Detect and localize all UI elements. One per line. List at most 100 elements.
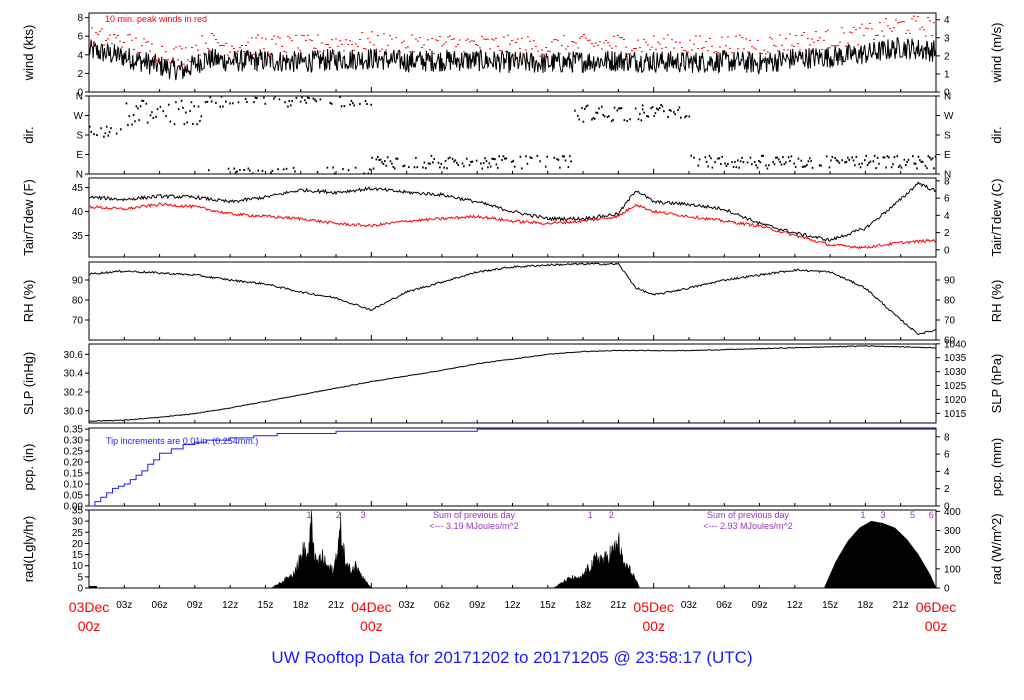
temp-line-1 <box>88 202 937 250</box>
x-day-time-label: 00z <box>925 618 948 634</box>
dir-point <box>704 156 707 159</box>
dir-point <box>513 165 516 168</box>
dir-point <box>720 163 722 166</box>
dir-point <box>913 162 916 165</box>
dir-point <box>427 162 430 165</box>
dir-point <box>641 104 644 107</box>
dir-point <box>710 157 712 160</box>
dir-point <box>465 157 468 160</box>
dir-point <box>437 161 440 164</box>
dir-point <box>110 127 112 130</box>
dir-point <box>448 156 451 159</box>
wind-ylabel-right: wind (m/s) <box>989 23 1004 84</box>
rad-note-1-line1: Sum of previous day <box>433 510 516 520</box>
dir-point <box>491 157 493 160</box>
dir-point <box>332 166 334 169</box>
rh-ylabel-right: RH (%) <box>989 280 1004 323</box>
dir-point <box>668 109 671 112</box>
dir-point <box>553 156 556 159</box>
wind-line-0 <box>88 37 937 81</box>
dir-point <box>897 165 900 168</box>
dir-point <box>851 156 853 159</box>
wind-ylabel: wind (kts) <box>21 25 36 82</box>
dir-point <box>352 102 354 105</box>
dir-point <box>837 160 839 163</box>
dir-point <box>546 155 548 158</box>
dir-point <box>907 158 910 161</box>
rad-note-1-line2: <--- 3.19 MJoules/m^2 <box>429 521 519 531</box>
dir-ytick-right-label: S <box>944 131 951 142</box>
dir-point <box>693 156 695 159</box>
dir-point <box>350 99 353 102</box>
dir-point <box>313 98 316 101</box>
dir-point <box>274 95 276 98</box>
dir-point <box>854 164 856 167</box>
dir-point <box>359 102 361 105</box>
rad-area-1 <box>553 532 640 589</box>
dir-point <box>354 166 357 169</box>
temp-ytick-right-label: 8 <box>944 176 950 187</box>
dir-point <box>196 123 198 126</box>
dir-point <box>146 121 149 124</box>
wind-ytick-right-label: 2 <box>944 51 950 62</box>
dir-point <box>660 104 662 107</box>
dir-point <box>714 161 716 164</box>
dir-point <box>489 165 492 168</box>
dir-point <box>347 169 350 172</box>
dir-point <box>530 156 533 159</box>
dir-point <box>186 121 189 124</box>
dir-point <box>916 167 918 170</box>
dir-point <box>900 166 903 169</box>
dir-point <box>127 124 129 127</box>
dir-point <box>382 162 385 165</box>
dir-ytick-right-label: E <box>944 150 951 161</box>
dir-point <box>289 104 292 107</box>
dir-point <box>257 169 260 172</box>
dir-point <box>718 157 721 160</box>
dir-point <box>888 156 890 159</box>
dir-point <box>480 162 482 165</box>
dir-point <box>128 115 131 118</box>
dir-point <box>776 156 779 159</box>
dir-point <box>760 154 763 157</box>
dir-point <box>751 163 753 166</box>
dir-point <box>134 120 136 123</box>
dir-point <box>731 161 733 164</box>
dir-point <box>446 167 448 170</box>
dir-point <box>912 155 914 158</box>
dir-point <box>501 159 503 162</box>
x-day-time-label: 00z <box>642 618 665 634</box>
dir-point <box>429 162 431 165</box>
dir-point <box>596 111 599 114</box>
dir-point <box>732 165 735 168</box>
dir-point <box>634 107 637 110</box>
dir-point <box>316 171 319 174</box>
dir-ytick-right-label: N <box>944 92 951 103</box>
dir-point <box>384 160 386 163</box>
dir-point <box>654 112 657 115</box>
dir-point <box>389 160 392 163</box>
dir-point <box>180 99 183 102</box>
dir-point <box>582 120 585 123</box>
dir-point <box>755 164 757 167</box>
rad-marker-label: 1 <box>306 510 311 520</box>
dir-point <box>818 164 821 167</box>
dir-point <box>396 157 399 160</box>
dir-point <box>103 135 105 138</box>
x-tick-label: 12z <box>787 600 803 611</box>
rad-early-blip <box>89 586 97 588</box>
dir-point <box>779 160 781 163</box>
dir-point <box>804 165 807 168</box>
dir-point <box>204 101 207 104</box>
dir-point <box>115 132 118 135</box>
dir-point <box>340 105 343 108</box>
dir-point <box>595 111 597 114</box>
dir-point <box>125 102 128 105</box>
dir-point <box>847 156 849 159</box>
rh-ytick-right-label: 80 <box>944 296 956 307</box>
dir-point <box>343 105 346 108</box>
dir-point <box>208 169 210 172</box>
dir-point <box>657 108 660 111</box>
dir-point <box>264 102 267 105</box>
